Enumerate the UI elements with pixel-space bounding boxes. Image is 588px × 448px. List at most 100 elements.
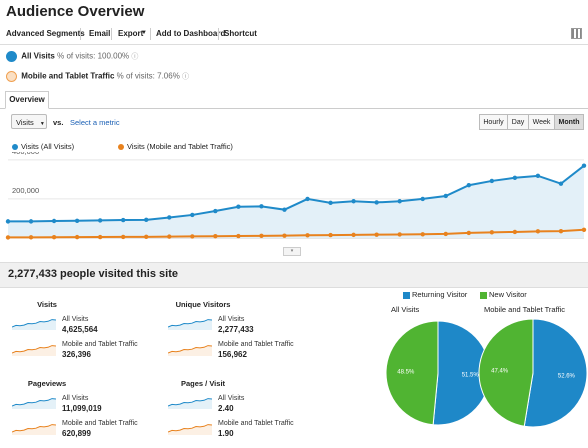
- data-point[interactable]: [466, 230, 471, 236]
- data-point[interactable]: [397, 199, 402, 204]
- legend-label: Visits (Mobile and Tablet Traffic): [127, 142, 233, 151]
- data-point[interactable]: [28, 235, 34, 240]
- data-point[interactable]: [144, 217, 149, 223]
- metric-all-value: 11,099,019: [62, 404, 102, 413]
- data-point[interactable]: [144, 234, 149, 240]
- sparkline-line: [168, 345, 212, 354]
- data-point[interactable]: [420, 232, 425, 237]
- toolbar-divider: [150, 28, 151, 40]
- y-tick-label: 200,000: [12, 186, 39, 195]
- export-button[interactable]: Export: [118, 29, 144, 38]
- tab-overview[interactable]: Overview: [5, 91, 49, 109]
- shortcut-button[interactable]: Shortcut: [224, 29, 257, 38]
- data-point[interactable]: [351, 199, 356, 204]
- day-button[interactable]: Day: [507, 114, 529, 130]
- metric-all-label: All Visits: [62, 395, 89, 402]
- data-point[interactable]: [535, 229, 541, 234]
- add-to-dashboard-button[interactable]: Add to Dashboard: [156, 29, 226, 38]
- data-point[interactable]: [581, 227, 587, 232]
- sparkline-mobile: [168, 424, 212, 435]
- metric-title: Unique Visitors: [175, 300, 231, 309]
- segment-mobile-tablet[interactable]: Mobile and Tablet Traffic % of visits: 7…: [6, 71, 189, 82]
- metric-mobile-label: Mobile and Tablet Traffic: [218, 420, 294, 427]
- data-point[interactable]: [213, 234, 218, 239]
- data-point[interactable]: [121, 217, 126, 223]
- data-point[interactable]: [535, 173, 541, 179]
- data-point[interactable]: [121, 234, 126, 240]
- segment-detail: % of visits: 7.06%: [116, 71, 180, 81]
- sparkline-line: [168, 319, 212, 328]
- metric-all-value: 2.40: [218, 404, 234, 413]
- pie-label: 48.5%: [397, 369, 415, 375]
- summary-band: 2,277,433 people visited this site: [0, 262, 588, 288]
- data-point[interactable]: [374, 232, 379, 237]
- email-button[interactable]: Email: [89, 29, 111, 38]
- segment-all-visits[interactable]: All Visits % of visits: 100.00% ⓘ: [6, 51, 138, 62]
- data-point[interactable]: [489, 230, 495, 235]
- grid-icon[interactable]: [571, 28, 582, 39]
- data-point[interactable]: [51, 218, 57, 224]
- data-point[interactable]: [5, 235, 11, 240]
- data-point[interactable]: [466, 183, 471, 188]
- data-point[interactable]: [581, 163, 587, 168]
- segment-pie-icon: [6, 71, 17, 82]
- pie-slice[interactable]: [523, 318, 588, 428]
- data-point[interactable]: [305, 233, 310, 238]
- toolbar: Advanced Segments Email Export ▼ Add to …: [0, 24, 588, 45]
- data-point[interactable]: [190, 234, 195, 239]
- data-point[interactable]: [167, 215, 172, 220]
- data-point[interactable]: [259, 204, 264, 209]
- metric-dropdown[interactable]: Visits ▼: [11, 114, 47, 129]
- data-point[interactable]: [328, 232, 333, 238]
- data-point[interactable]: [328, 200, 333, 206]
- data-point[interactable]: [236, 233, 241, 239]
- segment-detail: % of visits: 100.00%: [57, 51, 130, 61]
- legend-label: New Visitor: [489, 290, 527, 299]
- data-point[interactable]: [236, 204, 241, 209]
- pie-label: 52.6%: [558, 374, 576, 380]
- advanced-segments-button[interactable]: Advanced Segments: [6, 29, 85, 38]
- data-point[interactable]: [512, 175, 518, 180]
- hourly-button[interactable]: Hourly: [479, 114, 508, 130]
- data-point[interactable]: [74, 234, 80, 240]
- data-point[interactable]: [397, 232, 402, 237]
- data-point[interactable]: [51, 235, 57, 240]
- metric-mobile-label: Mobile and Tablet Traffic: [62, 341, 138, 348]
- data-point[interactable]: [28, 219, 34, 224]
- pie-title-all-visits: All Visits: [391, 305, 420, 314]
- data-point[interactable]: [420, 196, 425, 202]
- pie-slice[interactable]: [478, 318, 534, 427]
- data-point[interactable]: [97, 218, 103, 223]
- sparkline-mobile: [12, 424, 56, 435]
- pie-title-mobile: Mobile and Tablet Traffic: [484, 305, 566, 314]
- data-point[interactable]: [443, 231, 448, 237]
- data-point[interactable]: [190, 212, 195, 218]
- data-point[interactable]: [558, 181, 564, 186]
- data-point[interactable]: [558, 228, 564, 234]
- data-point[interactable]: [97, 234, 103, 240]
- data-point[interactable]: [512, 229, 518, 235]
- sparkline-line: [12, 345, 56, 354]
- data-point[interactable]: [351, 232, 356, 238]
- data-point[interactable]: [282, 233, 287, 238]
- segment-name: Mobile and Tablet Traffic: [21, 71, 115, 81]
- week-button[interactable]: Week: [528, 114, 555, 130]
- data-point[interactable]: [5, 219, 11, 224]
- data-point[interactable]: [259, 233, 264, 239]
- pie-slice[interactable]: [386, 320, 439, 426]
- legend-dot: [12, 144, 18, 151]
- data-point[interactable]: [489, 178, 495, 184]
- pie-label: 47.4%: [491, 368, 509, 374]
- data-point[interactable]: [74, 218, 80, 223]
- select-metric-link[interactable]: Select a metric: [70, 118, 120, 127]
- data-point[interactable]: [305, 196, 310, 202]
- metric-title: Pageviews: [27, 379, 67, 388]
- data-point[interactable]: [374, 200, 379, 205]
- data-point[interactable]: [167, 234, 172, 239]
- data-point[interactable]: [282, 207, 287, 212]
- data-point[interactable]: [213, 208, 218, 214]
- pie-chart-all-visits: 51.5% 48.5%: [386, 320, 490, 426]
- data-point[interactable]: [443, 193, 448, 199]
- month-button[interactable]: Month: [554, 114, 584, 130]
- chart-resize-handle[interactable]: ▾: [283, 247, 301, 256]
